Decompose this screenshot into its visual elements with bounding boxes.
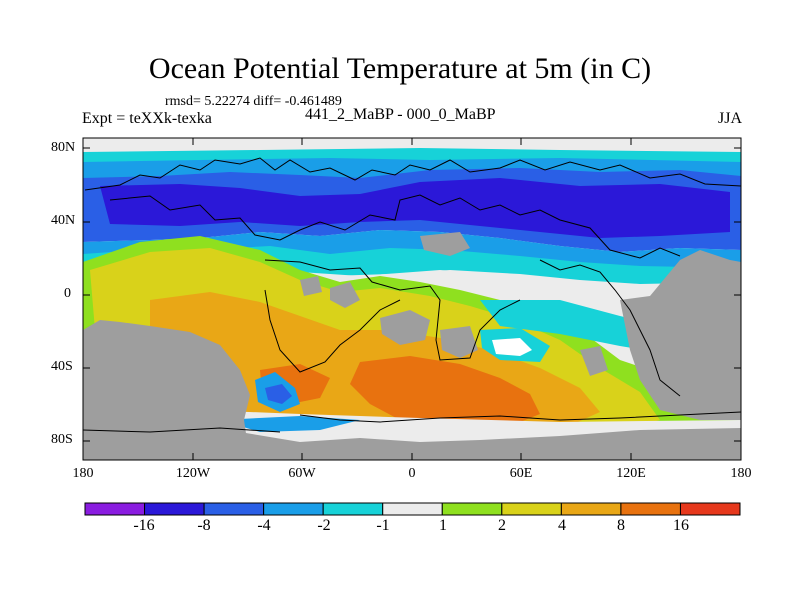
colorbar-swatch xyxy=(382,502,443,516)
lat-label-40s: 40S xyxy=(51,359,73,374)
far-south-blue-streak xyxy=(220,416,360,432)
colorbar-label: -16 xyxy=(133,517,155,534)
central-coast xyxy=(264,259,521,361)
land-patch-2 xyxy=(380,310,430,345)
lon-label-60e: 60E xyxy=(509,466,533,481)
south-coast xyxy=(299,411,741,423)
stats-label: rmsd= 5.22274 diff= -0.461489 xyxy=(165,94,342,109)
land-patch-1 xyxy=(330,282,360,308)
south-cold-core xyxy=(265,384,292,404)
map-field xyxy=(83,138,741,460)
south-darkorange-core xyxy=(350,356,540,428)
tick-marks xyxy=(82,138,742,460)
lon-label-180w: 180 xyxy=(72,466,94,481)
colorbar-swatch xyxy=(144,502,205,516)
coastlines xyxy=(83,157,741,433)
lon-label-0: 0 xyxy=(408,466,416,481)
north-coast xyxy=(84,157,741,191)
land-antarctic xyxy=(83,428,741,460)
experiment-label: Expt = teXXk-texka xyxy=(82,110,212,127)
colorbar-swatch xyxy=(679,502,741,516)
colorbar-swatch xyxy=(263,502,324,516)
colorbar-swatch xyxy=(203,502,265,516)
land-masses xyxy=(83,232,741,460)
chart-title: Ocean Potential Temperature at 5m (in C) xyxy=(148,52,652,85)
colorbar-swatch xyxy=(501,502,562,516)
white-patch xyxy=(492,338,532,356)
central-coast-2 xyxy=(264,289,401,373)
lat-label-80n: 80N xyxy=(51,140,76,155)
lon-label-120e: 120E xyxy=(616,466,646,481)
east-coast xyxy=(539,259,681,397)
land-patch-4 xyxy=(300,276,322,296)
land-patch-3 xyxy=(440,326,478,358)
lat-label-eq: 0 xyxy=(64,286,71,301)
colorbar-swatch xyxy=(560,502,622,516)
north-coast-2 xyxy=(109,194,681,259)
colorbar-swatch xyxy=(322,502,384,516)
colorbar-label: -1 xyxy=(376,517,390,534)
land-east xyxy=(620,250,741,420)
colorbar-swatch xyxy=(441,502,503,516)
lat-label-40n: 40N xyxy=(51,213,76,228)
lon-label-60w: 60W xyxy=(288,466,316,481)
land-west xyxy=(83,320,250,460)
lon-label-120w: 120W xyxy=(175,466,211,481)
colorbar-label: -2 xyxy=(317,517,331,534)
lon-label-180e: 180 xyxy=(730,466,752,481)
land-patch-5 xyxy=(420,232,470,256)
colorbar-label: -4 xyxy=(257,517,271,534)
colorbar xyxy=(84,502,741,516)
colorbar-label: 1 xyxy=(439,517,447,534)
colorbar-label: 2 xyxy=(498,517,506,534)
period-label: 441_2_MaBP - 000_0_MaBP xyxy=(305,106,496,123)
south-coast-2 xyxy=(83,427,281,433)
lat-label-80s: 80S xyxy=(51,432,73,447)
colorbar-swatch xyxy=(620,502,681,516)
season-label: JJA xyxy=(717,110,742,127)
colorbar-label: -8 xyxy=(197,517,211,534)
land-patch-6 xyxy=(580,346,608,376)
colorbar-label: 16 xyxy=(673,517,689,534)
colorbar-label: 8 xyxy=(617,517,625,534)
colorbar-swatch xyxy=(84,502,146,516)
colorbar-label: 4 xyxy=(558,517,566,534)
